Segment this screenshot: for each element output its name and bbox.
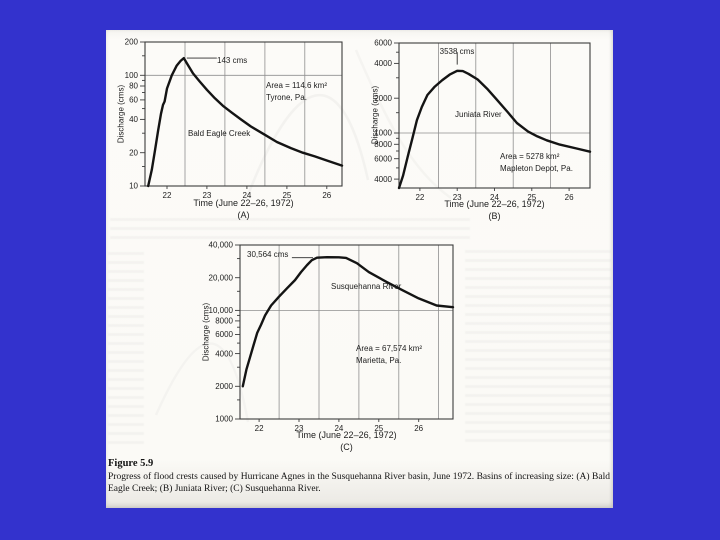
svg-text:23: 23 <box>202 191 211 200</box>
svg-text:1000: 1000 <box>374 129 392 138</box>
svg-text:26: 26 <box>322 191 331 200</box>
chart-b-plot: 6000 4000 2000 1000 8000 6000 4000 22 23 24 25 26 <box>374 39 592 202</box>
svg-text:4000: 4000 <box>215 349 233 358</box>
chart-c-x-axis-title: Time (June 22–26, 1972) <box>296 430 397 440</box>
svg-text:25: 25 <box>374 424 383 433</box>
svg-text:22: 22 <box>163 191 172 200</box>
svg-text:22: 22 <box>415 193 424 202</box>
chart-c-series-label: Susquehanna River <box>331 282 402 291</box>
svg-text:26: 26 <box>565 193 574 202</box>
chart-b-peak-annotation: 3538 cms <box>439 47 475 56</box>
svg-text:22: 22 <box>255 424 264 433</box>
svg-text:25: 25 <box>527 193 536 202</box>
svg-text:24: 24 <box>242 191 251 200</box>
figure-caption-line2: Eagle Creek; (B) Juniata River; (C) Susq… <box>108 483 321 494</box>
svg-text:23: 23 <box>295 424 304 433</box>
svg-text:4000: 4000 <box>374 59 392 68</box>
svg-text:6000: 6000 <box>374 154 392 163</box>
chart-b-series-label: Juniata River <box>455 110 502 119</box>
svg-text:10,000: 10,000 <box>209 306 234 315</box>
chart-a-peak-annotation: 143 cms <box>217 56 248 65</box>
svg-text:6000: 6000 <box>374 39 392 48</box>
figure-caption-line1: Progress of flood crests caused by Hurri… <box>108 472 610 482</box>
chart-b-area-annotation: Area = 5278 km² Mapleton Depot, Pa. <box>500 151 573 174</box>
svg-text:24: 24 <box>334 424 343 433</box>
chart-a-area-annotation: Area = 114.6 km² Tyrone, Pa. <box>266 80 327 103</box>
figure-caption-title: Figure 5.9 <box>108 458 154 469</box>
svg-text:200: 200 <box>125 38 139 47</box>
chart-c-area-annotation: Area = 67,574 km² Marietta, Pa. <box>356 343 422 366</box>
scanned-textbook-page: 200 100 80 60 40 20 10 22 23 24 25 26 Discharge (cm… <box>106 30 613 508</box>
svg-text:100: 100 <box>125 71 139 80</box>
chart-a-plot: 200 100 80 60 40 20 10 22 23 24 25 26 <box>125 38 344 200</box>
svg-text:1000: 1000 <box>215 415 233 424</box>
chart-c-area-line2: Marietta, Pa. <box>356 355 402 365</box>
chart-a-area-line1: Area = 114.6 km² <box>266 81 327 90</box>
svg-text:2000: 2000 <box>374 94 392 103</box>
svg-text:20,000: 20,000 <box>209 273 234 282</box>
svg-text:8000: 8000 <box>215 317 233 326</box>
svg-text:23: 23 <box>453 193 462 202</box>
svg-text:24: 24 <box>490 193 499 202</box>
chart-c-plot: 40,000 20,000 10,000 8000 6000 4000 2000 1000 22… <box>209 241 455 433</box>
svg-text:10: 10 <box>129 182 138 191</box>
svg-text:20: 20 <box>129 148 138 157</box>
svg-text:40,000: 40,000 <box>209 241 234 250</box>
svg-text:26: 26 <box>414 424 423 433</box>
chart-b-area-line1: Area = 5278 km² <box>500 152 560 161</box>
svg-text:80: 80 <box>129 82 138 91</box>
chart-b-panel-letter: (B) <box>488 211 501 221</box>
figure-caption: Figure 5.9 Progress of flood crests caus… <box>108 458 610 495</box>
svg-text:25: 25 <box>282 191 291 200</box>
chart-a-area-line2: Tyrone, Pa. <box>266 92 307 102</box>
chart-b-x-axis-title: Time (June 22–26, 1972) <box>444 199 545 209</box>
chart-c-y-axis-label: Discharge (cms) <box>201 302 211 362</box>
svg-text:6000: 6000 <box>215 330 233 339</box>
svg-text:40: 40 <box>129 115 138 124</box>
chart-a-x-axis-title: Time (June 22–26, 1972) <box>193 198 294 208</box>
chart-b-area-line2: Mapleton Depot, Pa. <box>500 163 573 173</box>
svg-text:4000: 4000 <box>374 175 392 184</box>
chart-c-panel-letter: (C) <box>340 442 353 452</box>
svg-text:60: 60 <box>129 96 138 105</box>
chart-a-panel-letter: (A) <box>237 210 250 220</box>
svg-text:2000: 2000 <box>215 382 233 391</box>
svg-text:8000: 8000 <box>374 140 392 149</box>
chart-c-area-line1: Area = 67,574 km² <box>356 344 423 353</box>
chart-c-peak-annotation: 30,564 cms <box>247 250 289 259</box>
chart-a-series-label: Bald Eagle Creek <box>188 129 251 138</box>
